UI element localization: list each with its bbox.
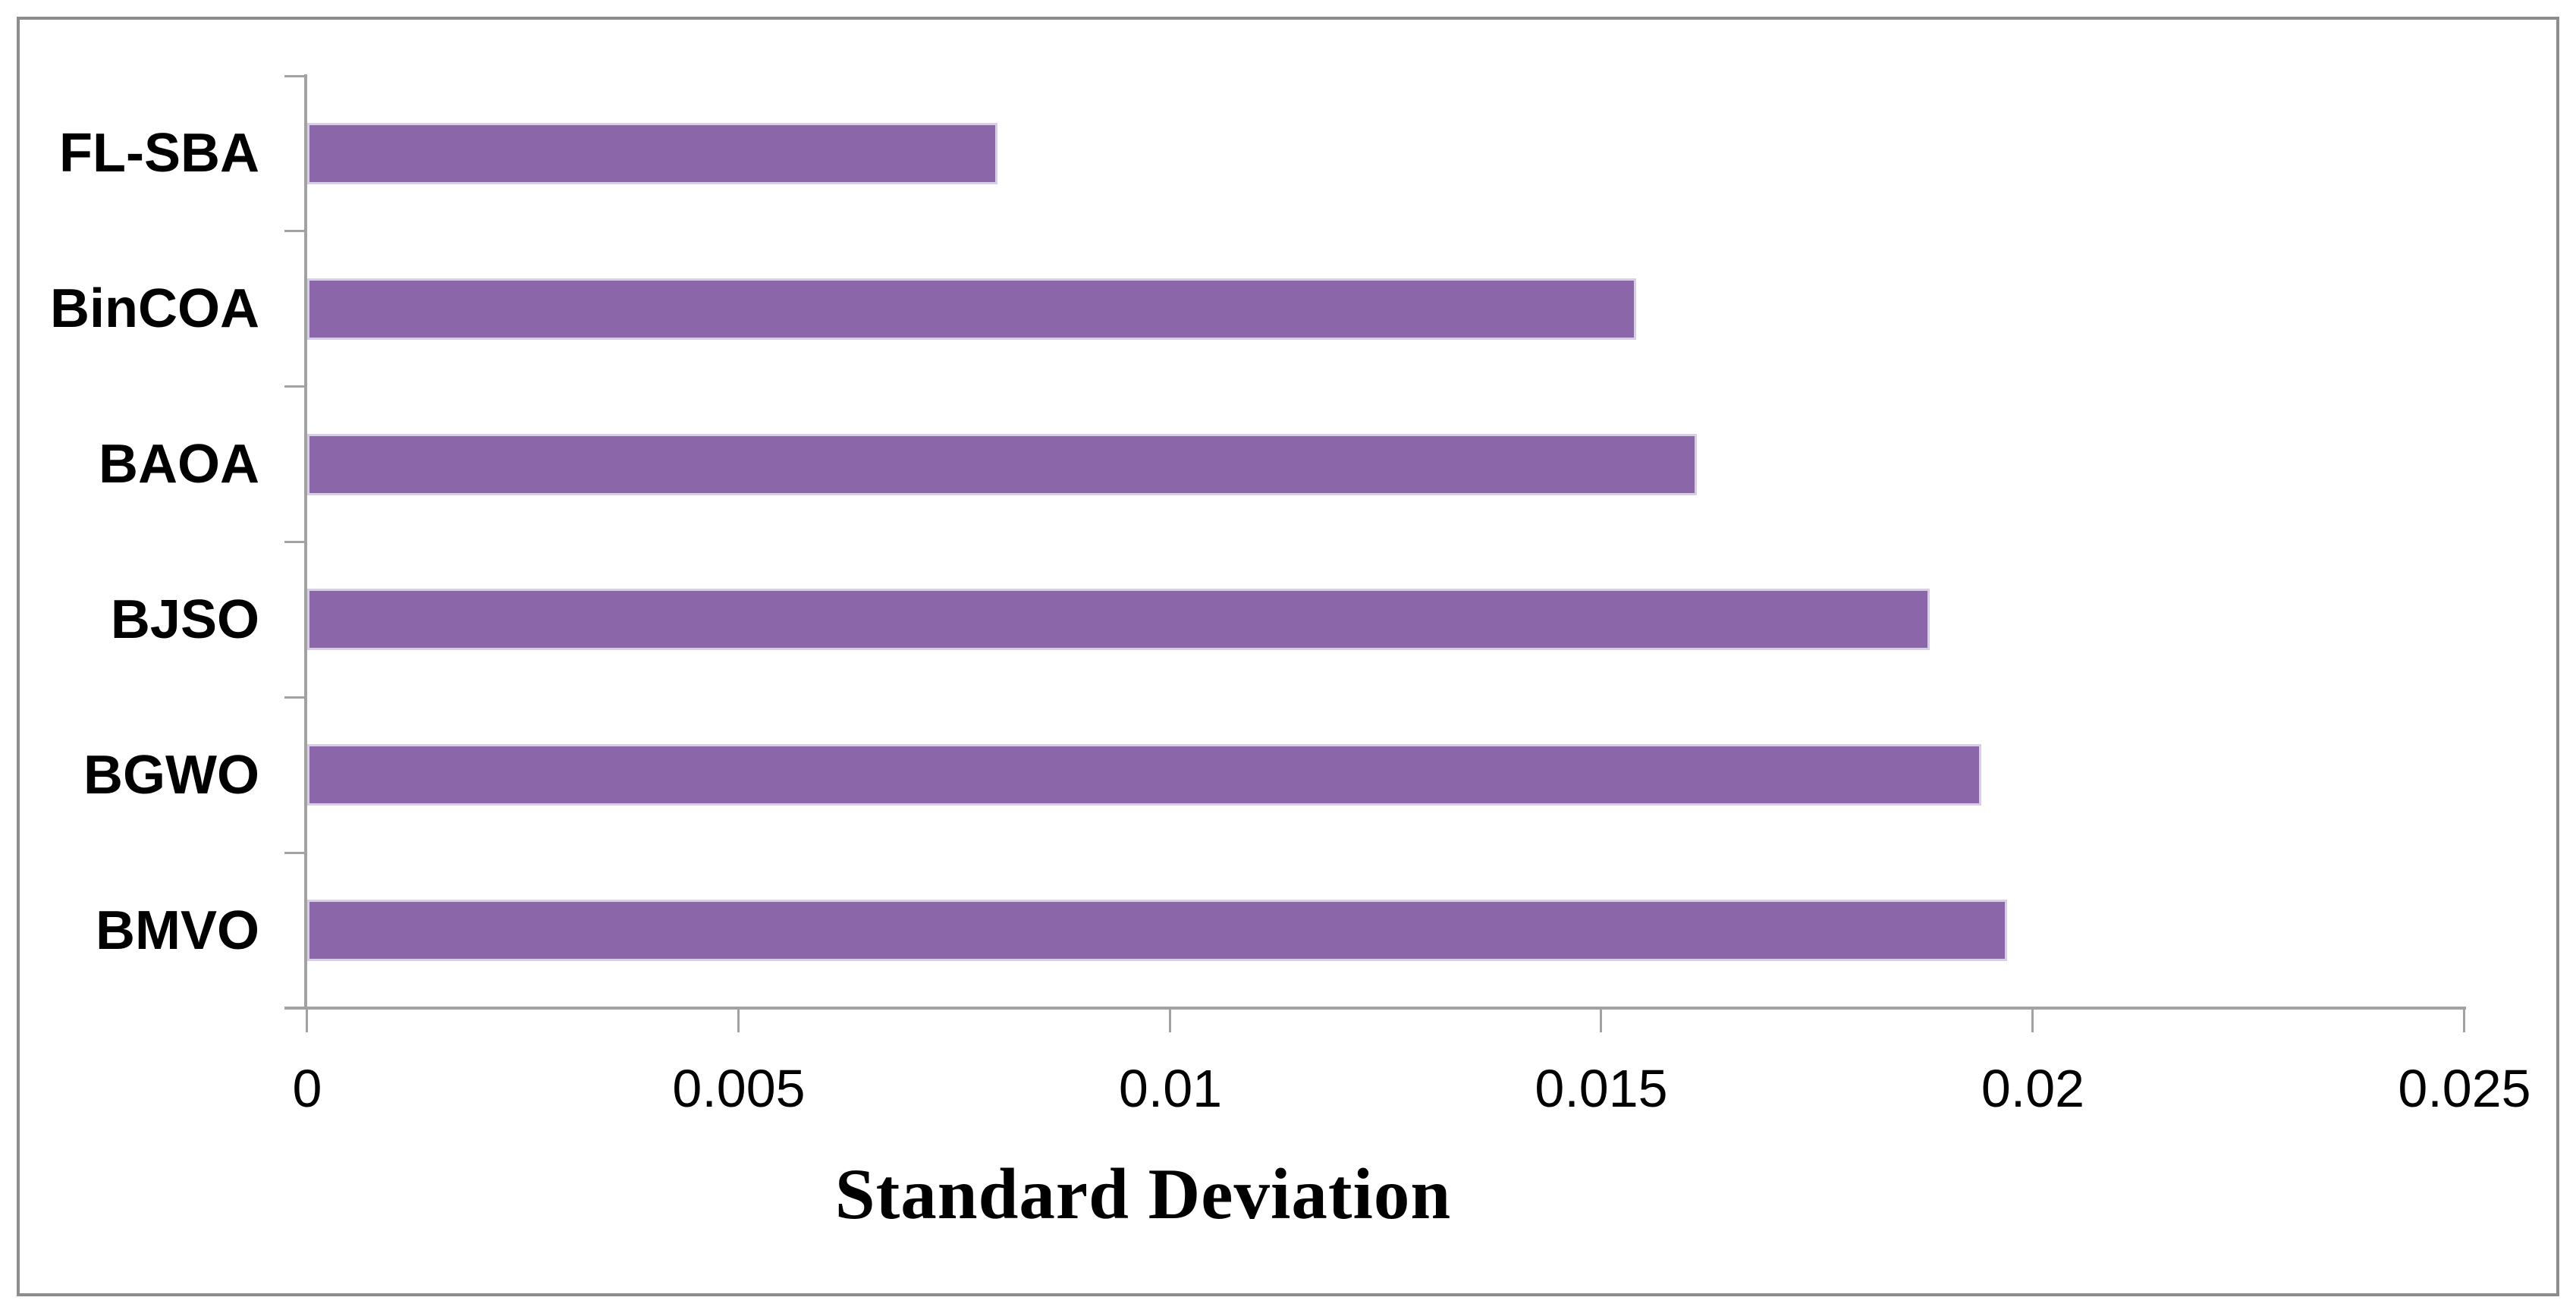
x-tick-label-0.025: 0.025 — [2398, 1059, 2531, 1118]
y-axis-line — [304, 74, 307, 1010]
category-label-bgwo: BGWO — [83, 745, 259, 806]
x-tick-label-0.01: 0.01 — [1118, 1059, 1223, 1118]
bar-bincoa — [307, 278, 1636, 340]
x-tick-label-0: 0 — [292, 1059, 322, 1118]
category-label-bincoa: BinCOA — [50, 278, 259, 339]
x-axis-tick-mark — [2463, 1010, 2465, 1032]
y-axis-tick-mark — [284, 541, 304, 543]
x-tick-label-0.015: 0.015 — [1535, 1059, 1668, 1118]
category-label-fl-sba: FL-SBA — [59, 123, 259, 184]
x-tick-label-0.005: 0.005 — [672, 1059, 806, 1118]
y-axis-tick-mark — [284, 1007, 304, 1010]
bar-fl-sba — [307, 123, 997, 184]
x-axis-tick-mark — [737, 1010, 740, 1032]
x-axis-title: Standard Deviation — [834, 1154, 1452, 1234]
x-axis-tick-mark — [306, 1010, 308, 1032]
y-axis-tick-mark — [284, 385, 304, 388]
y-axis-tick-mark — [284, 230, 304, 232]
bar-bgwo — [307, 744, 1981, 806]
y-axis-tick-mark — [284, 696, 304, 699]
category-label-bmvo: BMVO — [96, 900, 259, 961]
bar-baoa — [307, 434, 1697, 495]
bar-bmvo — [307, 900, 2007, 961]
y-axis-tick-mark — [284, 852, 304, 854]
x-axis-tick-mark — [2031, 1010, 2034, 1032]
y-axis-tick-mark — [284, 75, 304, 77]
x-axis-line — [284, 1007, 2466, 1010]
category-label-baoa: BAOA — [99, 434, 259, 495]
x-tick-label-0.02: 0.02 — [1981, 1059, 2085, 1118]
bar-bjso — [307, 589, 1930, 650]
chart-border — [17, 17, 2559, 1296]
x-axis-tick-mark — [1169, 1010, 1171, 1032]
category-label-bjso: BJSO — [110, 589, 259, 650]
x-axis-tick-mark — [1600, 1010, 1602, 1032]
